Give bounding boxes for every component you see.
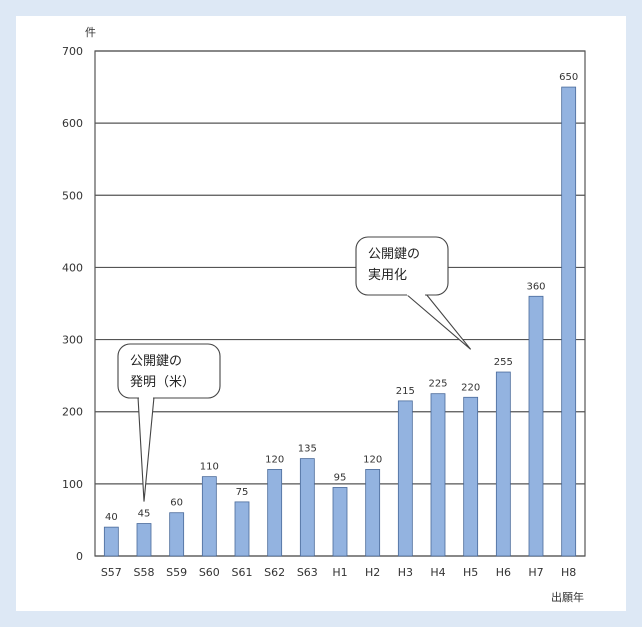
- x-tick-label: H8: [561, 566, 576, 579]
- y-tick-label: 400: [62, 261, 83, 274]
- bar: [397, 400, 413, 557]
- x-tick-label: S59: [166, 566, 187, 579]
- bar: [136, 523, 152, 557]
- bar: [561, 86, 577, 557]
- y-tick-label: 0: [76, 550, 83, 563]
- x-tick-label: S60: [199, 566, 220, 579]
- panel-background: [16, 16, 626, 611]
- callout-pointer: [137, 396, 155, 502]
- bar: [103, 526, 119, 557]
- bar: [169, 512, 185, 557]
- bar-value-label: 40: [105, 512, 118, 523]
- bar: [365, 469, 381, 557]
- y-tick-label: 500: [62, 189, 83, 202]
- x-tick-label: S62: [264, 566, 285, 579]
- x-tick-label: H2: [365, 566, 380, 579]
- bar: [267, 469, 283, 557]
- bar: [299, 458, 315, 557]
- bar-value-label: 45: [138, 509, 151, 520]
- bar: [430, 393, 446, 557]
- bar-value-label: 95: [334, 472, 347, 483]
- bar-value-label: 255: [494, 357, 513, 368]
- callout-bubble: [355, 236, 449, 296]
- x-tick-label: S63: [297, 566, 318, 579]
- callout-text-line: 発明（米）: [130, 375, 195, 390]
- bar: [463, 396, 479, 557]
- bar-value-label: 215: [396, 386, 415, 397]
- callout-text-line: 実用化: [368, 267, 407, 283]
- callout-text-line: 公開鍵の: [130, 353, 182, 369]
- bar: [332, 487, 348, 557]
- y-tick-label: 100: [62, 478, 83, 491]
- bar: [201, 476, 217, 557]
- bar-value-label: 225: [428, 379, 447, 390]
- bar: [495, 371, 511, 557]
- y-tick-label: 600: [62, 117, 83, 130]
- x-tick-label: H4: [430, 566, 445, 579]
- bar-value-label: 75: [236, 487, 249, 498]
- x-tick-label: H6: [496, 566, 511, 579]
- callout-pointer: [405, 293, 472, 350]
- y-axis-unit-label: 件: [85, 26, 96, 39]
- x-tick-label: H1: [332, 566, 347, 579]
- bar-value-label: 120: [265, 454, 284, 465]
- bar-value-label: 60: [170, 498, 183, 509]
- x-tick-label: H5: [463, 566, 478, 579]
- bar-value-label: 650: [559, 72, 578, 83]
- x-tick-label: S58: [134, 566, 155, 579]
- x-tick-label: S57: [101, 566, 122, 579]
- callout-bubble: [117, 343, 221, 399]
- x-axis-unit-label: 出願年: [551, 590, 584, 604]
- bar-value-label: 120: [363, 454, 382, 465]
- x-tick-label: H3: [398, 566, 413, 579]
- y-tick-label: 200: [62, 406, 83, 419]
- bar-value-label: 110: [200, 462, 219, 473]
- bar-value-label: 135: [298, 444, 317, 455]
- x-tick-label: S61: [232, 566, 253, 579]
- y-tick-label: 700: [62, 45, 83, 58]
- bar-value-label: 220: [461, 382, 480, 393]
- x-tick-label: H7: [528, 566, 543, 579]
- bar: [234, 501, 250, 557]
- bar: [528, 295, 544, 557]
- callout-text-line: 公開鍵の: [368, 246, 420, 262]
- y-tick-label: 300: [62, 334, 83, 347]
- bar-value-label: 360: [526, 281, 545, 292]
